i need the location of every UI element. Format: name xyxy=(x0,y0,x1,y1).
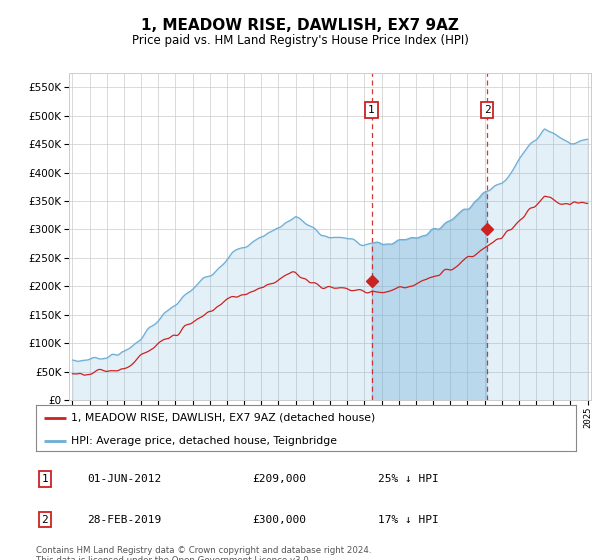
Text: 28-FEB-2019: 28-FEB-2019 xyxy=(87,515,161,525)
Text: 2: 2 xyxy=(41,515,49,525)
Text: HPI: Average price, detached house, Teignbridge: HPI: Average price, detached house, Teig… xyxy=(71,436,337,446)
Text: 1: 1 xyxy=(41,474,49,484)
Text: Contains HM Land Registry data © Crown copyright and database right 2024.
This d: Contains HM Land Registry data © Crown c… xyxy=(36,546,371,560)
Text: 17% ↓ HPI: 17% ↓ HPI xyxy=(378,515,439,525)
Text: 1: 1 xyxy=(368,105,375,115)
Text: 1, MEADOW RISE, DAWLISH, EX7 9AZ: 1, MEADOW RISE, DAWLISH, EX7 9AZ xyxy=(141,18,459,33)
Text: 25% ↓ HPI: 25% ↓ HPI xyxy=(378,474,439,484)
Text: 2: 2 xyxy=(484,105,491,115)
Text: 1, MEADOW RISE, DAWLISH, EX7 9AZ (detached house): 1, MEADOW RISE, DAWLISH, EX7 9AZ (detach… xyxy=(71,413,376,423)
Text: Price paid vs. HM Land Registry's House Price Index (HPI): Price paid vs. HM Land Registry's House … xyxy=(131,34,469,46)
Text: £209,000: £209,000 xyxy=(252,474,306,484)
Text: £300,000: £300,000 xyxy=(252,515,306,525)
Text: 01-JUN-2012: 01-JUN-2012 xyxy=(87,474,161,484)
